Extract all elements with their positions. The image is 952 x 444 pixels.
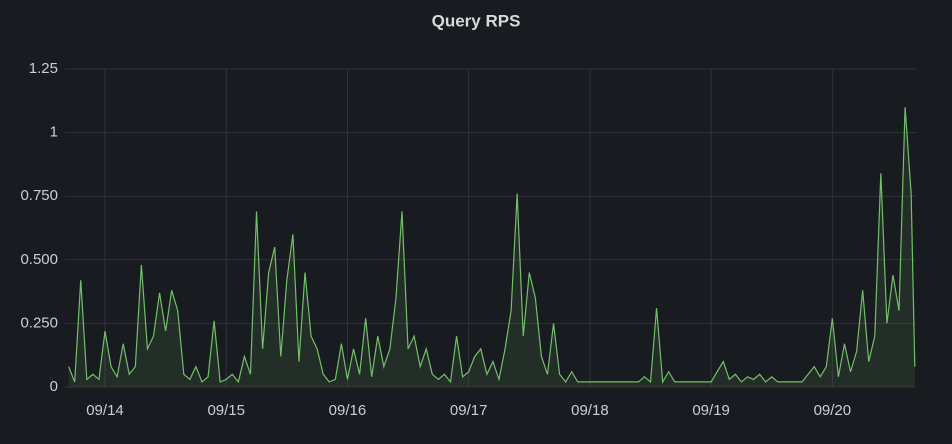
chart-title: Query RPS [432,11,521,30]
line [68,107,916,384]
area-fill [68,107,915,387]
y-tick-label: 1 [50,124,58,141]
y-tick-label: 0.250 [20,314,58,331]
y-tick-label: 0.750 [20,187,58,204]
x-tick-label: 09/14 [86,402,124,419]
x-tick-label: 09/18 [571,402,609,419]
x-tick-label: 09/19 [692,402,730,419]
y-tick-label: 1.25 [29,60,58,77]
x-tick-label: 09/15 [207,402,245,419]
y-tick-label: 0.500 [20,251,58,268]
x-tick-label: 09/17 [450,402,488,419]
x-tick-label: 09/16 [329,402,367,419]
x-tick-label: 09/20 [814,402,852,419]
y-tick-label: 0 [50,378,58,395]
